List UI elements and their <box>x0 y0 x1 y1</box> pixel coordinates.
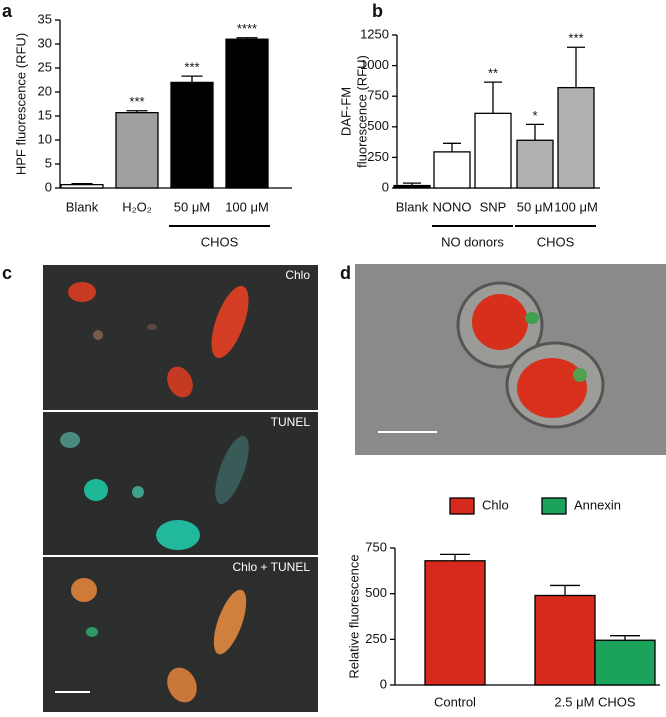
image-label: TUNEL <box>271 415 311 429</box>
bar <box>433 151 471 189</box>
y-tick-label: 35 <box>38 11 52 26</box>
x-tick-label: SNP <box>480 199 507 214</box>
bar <box>225 38 269 189</box>
x-tick-label: 50 μM <box>174 199 210 214</box>
y-tick-label: 30 <box>38 35 52 50</box>
bar <box>424 560 486 686</box>
x-tick-label: Blank <box>66 199 99 214</box>
significance: *** <box>568 31 583 46</box>
y-tick-label: 750 <box>365 539 387 554</box>
bar <box>557 86 595 189</box>
legend-label: Annexin <box>574 497 621 512</box>
panel-label: a <box>2 1 13 21</box>
x-tick-label: H₂O₂ <box>122 199 152 214</box>
bar <box>516 139 554 189</box>
group-label: NO donors <box>441 234 504 249</box>
bar <box>594 639 656 686</box>
y-tick-label: 500 <box>365 585 387 600</box>
x-tick-label: Control <box>434 694 476 709</box>
bar <box>534 594 596 686</box>
image-label: Chlo + TUNEL <box>233 560 311 574</box>
bar <box>115 111 159 189</box>
y-tick-label: 15 <box>38 107 52 122</box>
group-label: CHOS <box>537 234 575 249</box>
micrograph-stack <box>43 265 318 712</box>
bar <box>60 183 104 189</box>
y-tick-label: 0 <box>382 179 389 194</box>
significance: *** <box>184 60 199 75</box>
panel-label: b <box>372 1 383 21</box>
y-tick-label: 750 <box>367 88 389 103</box>
legend-swatch <box>449 497 475 515</box>
y-axis-label: DAF-FM <box>338 87 353 136</box>
group-label: CHOS <box>201 234 239 249</box>
y-tick-label: 5 <box>45 155 52 170</box>
image-label: Chlo <box>285 268 310 282</box>
bar <box>170 81 214 189</box>
panel-label: c <box>2 263 12 283</box>
y-tick-label: 20 <box>38 83 52 98</box>
y-tick-label: 0 <box>45 179 52 194</box>
y-axis-label: Relative fluorescence <box>346 554 361 678</box>
micrograph <box>355 264 666 455</box>
significance: ** <box>488 66 498 81</box>
y-axis-label: fluorescence (RFU) <box>354 55 369 168</box>
panel-label: d <box>340 263 351 283</box>
legend-label: Chlo <box>482 497 509 512</box>
y-tick-label: 10 <box>38 131 52 146</box>
y-tick-label: 250 <box>367 149 389 164</box>
legend-swatch <box>541 497 567 515</box>
bar <box>393 184 431 189</box>
x-tick-label: NONO <box>433 199 472 214</box>
x-tick-label: 100 μM <box>554 199 598 214</box>
significance: *** <box>129 94 144 109</box>
significance: **** <box>237 21 257 36</box>
x-tick-label: 50 μM <box>517 199 553 214</box>
y-tick-label: 500 <box>367 118 389 133</box>
y-tick-label: 0 <box>380 676 387 691</box>
bar <box>474 112 512 189</box>
y-axis-label: HPF fluorescence (RFU) <box>13 33 28 175</box>
significance: * <box>532 108 537 123</box>
x-tick-label: 2.5 μM CHOS <box>554 694 636 709</box>
y-tick-label: 25 <box>38 59 52 74</box>
y-tick-label: 1000 <box>360 57 389 72</box>
x-tick-label: Blank <box>396 199 429 214</box>
y-tick-label: 1250 <box>360 26 389 41</box>
y-tick-label: 250 <box>365 631 387 646</box>
x-tick-label: 100 μM <box>225 199 269 214</box>
